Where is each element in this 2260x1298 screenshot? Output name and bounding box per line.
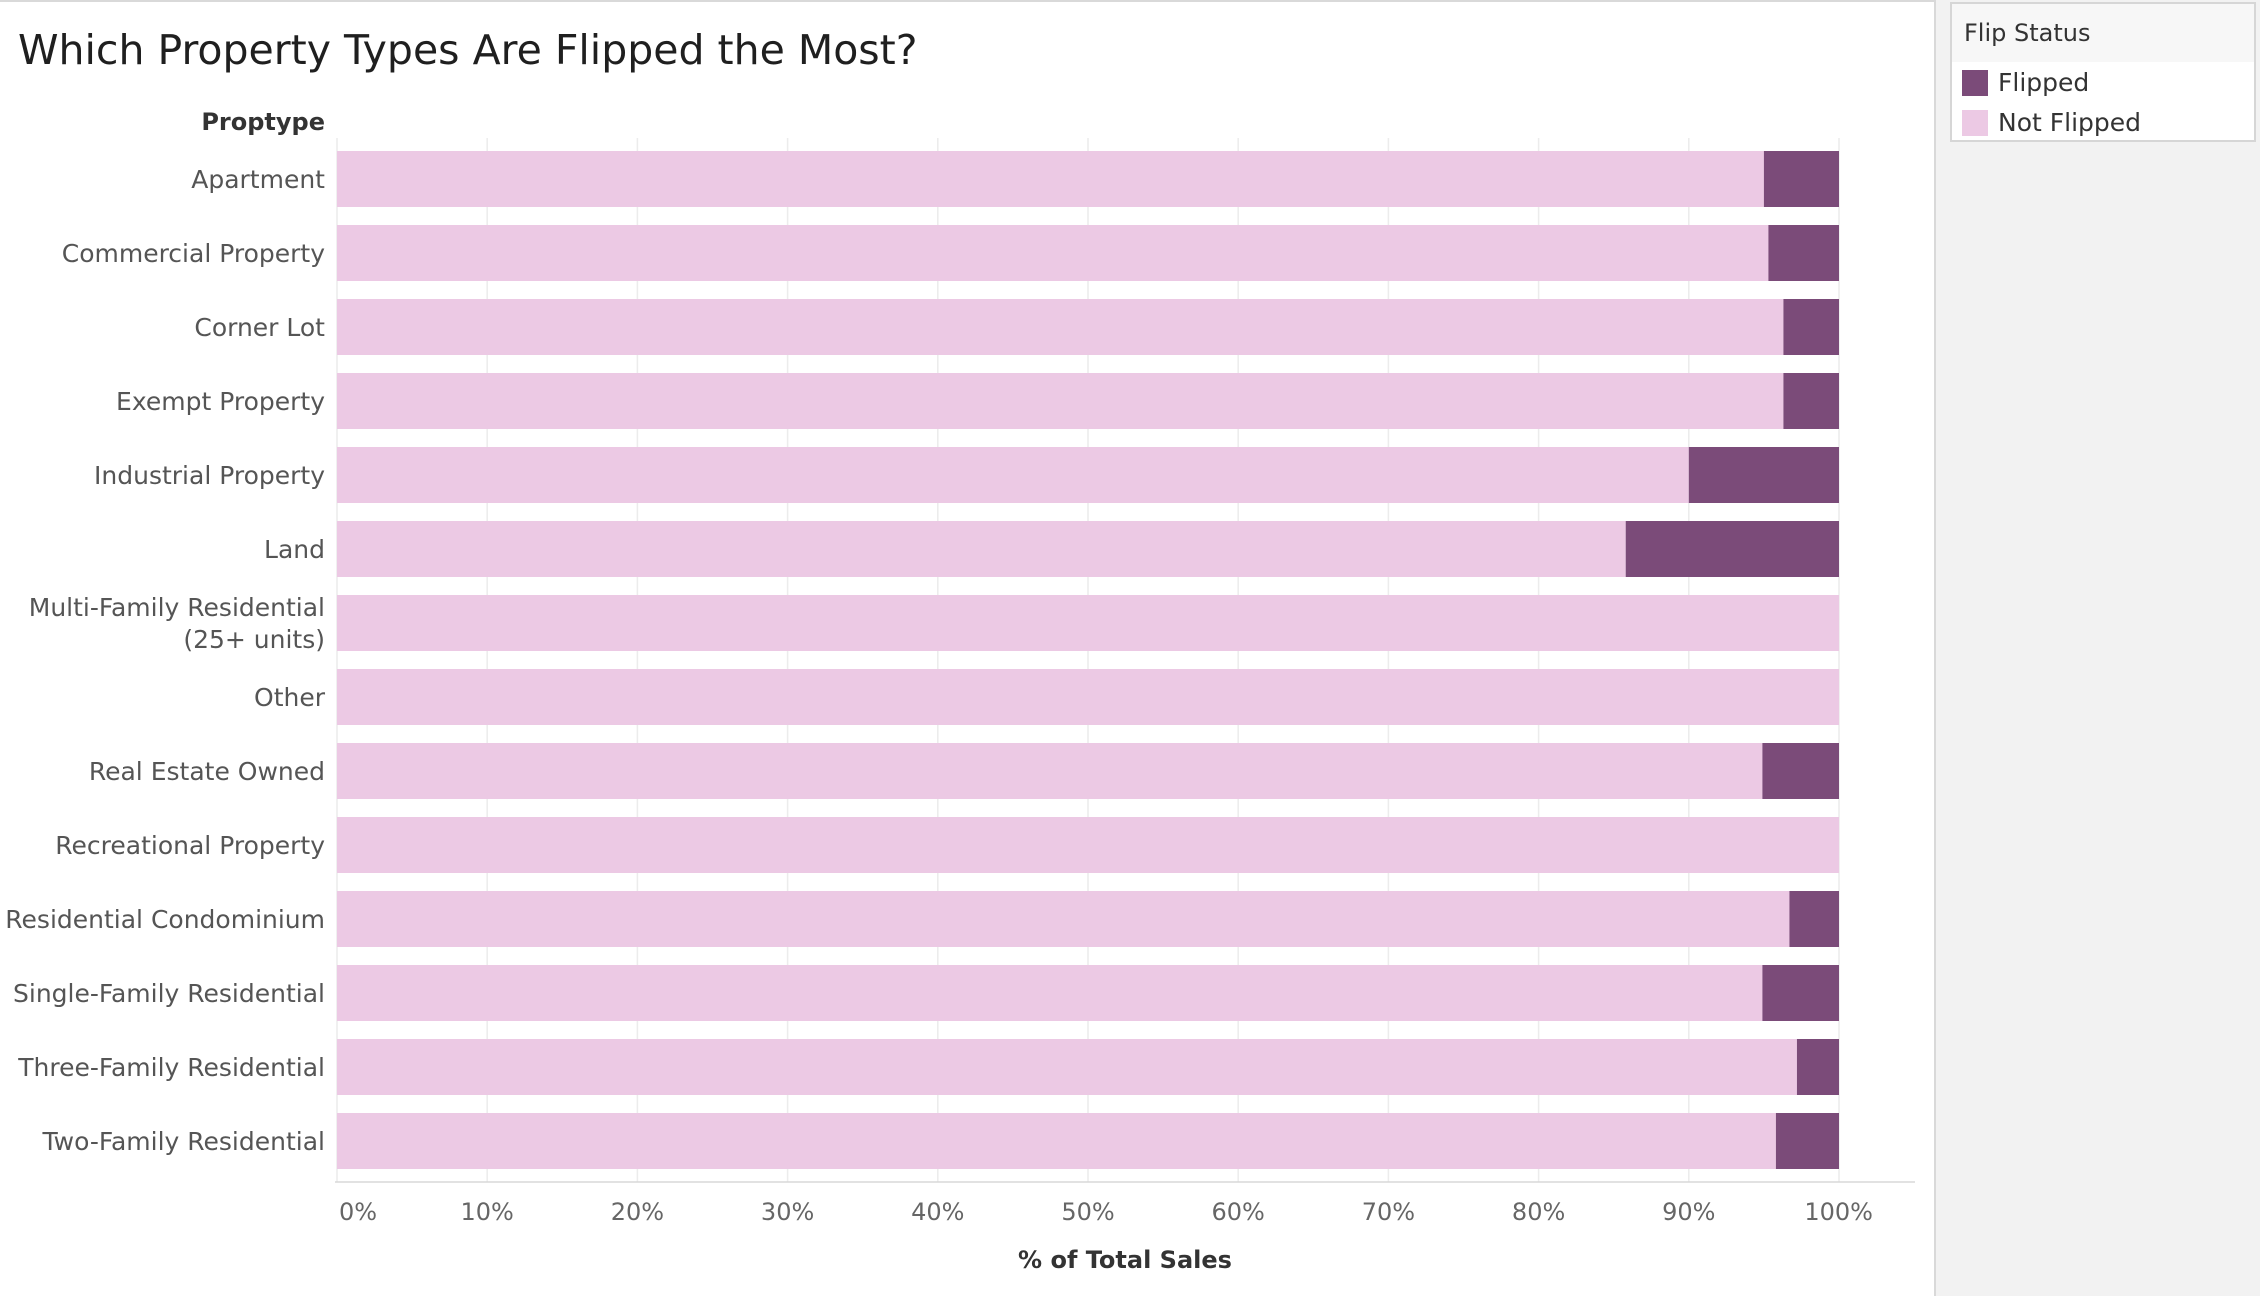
stacked-bar-chart: Proptype Apartment Commercial Property Corn… bbox=[5, 108, 1915, 1274]
row-header: Proptype bbox=[201, 108, 325, 136]
x-tick-label: 90% bbox=[1662, 1198, 1715, 1226]
legend-pane: Flip Status Flipped Not Flipped bbox=[1934, 0, 2260, 1296]
bar-not-flipped-other bbox=[337, 669, 1839, 725]
x-tick-label: 0% bbox=[339, 1198, 377, 1226]
bar-flipped-corner-lot bbox=[1783, 299, 1839, 355]
bar-not-flipped-corner-lot bbox=[337, 299, 1784, 355]
bar-not-flipped-land bbox=[337, 521, 1626, 577]
category-label: Industrial Property bbox=[94, 461, 325, 490]
category-label: Land bbox=[264, 535, 325, 564]
bar-flipped-apartment bbox=[1763, 151, 1839, 207]
category-label: Two-Family Residential bbox=[42, 1127, 325, 1156]
category-label: Residential Condominium bbox=[5, 905, 325, 934]
bar-flipped-industrial-property bbox=[1688, 447, 1839, 503]
x-tick-label: 100% bbox=[1804, 1198, 1873, 1226]
x-tick-label: 70% bbox=[1362, 1198, 1415, 1226]
category-label: Corner Lot bbox=[194, 313, 325, 342]
bar-not-flipped-two-family-residential bbox=[337, 1113, 1776, 1169]
category-label: Single-Family Residential bbox=[13, 979, 325, 1008]
bar-not-flipped-residential-condominium bbox=[337, 891, 1790, 947]
legend-title: Flip Status bbox=[1952, 4, 2254, 62]
bar-not-flipped-multi-family-residential-25-units bbox=[337, 595, 1839, 651]
bar-flipped-land bbox=[1625, 521, 1839, 577]
bar-not-flipped-industrial-property bbox=[337, 447, 1689, 503]
category-label: Multi-Family Residential bbox=[29, 593, 325, 622]
bar-not-flipped-three-family-residential bbox=[337, 1039, 1797, 1095]
bar-flipped-real-estate-owned bbox=[1762, 743, 1839, 799]
x-tick-label: 10% bbox=[461, 1198, 514, 1226]
x-tick-label: 80% bbox=[1512, 1198, 1565, 1226]
bar-flipped-single-family-residential bbox=[1762, 965, 1839, 1021]
x-tick-label: 60% bbox=[1212, 1198, 1265, 1226]
bar-flipped-exempt-property bbox=[1783, 373, 1839, 429]
x-axis-title: % of Total Sales bbox=[1018, 1246, 1232, 1274]
category-label: Exempt Property bbox=[116, 387, 325, 416]
x-tick-label: 50% bbox=[1061, 1198, 1114, 1226]
chart-title: Which Property Types Are Flipped the Mos… bbox=[18, 26, 918, 74]
bar-flipped-residential-condominium bbox=[1789, 891, 1839, 947]
bar-not-flipped-recreational-property bbox=[337, 817, 1839, 873]
category-label: (25+ units) bbox=[183, 625, 325, 654]
category-label: Other bbox=[254, 683, 326, 712]
bar-not-flipped-single-family-residential bbox=[337, 965, 1763, 1021]
legend-swatch-flipped bbox=[1962, 70, 1988, 96]
legend[interactable]: Flip Status Flipped Not Flipped bbox=[1950, 2, 2256, 142]
category-label: Three-Family Residential bbox=[17, 1053, 325, 1082]
legend-label-not-flipped: Not Flipped bbox=[1998, 108, 2142, 137]
x-tick-label: 30% bbox=[761, 1198, 814, 1226]
x-tick-label: 40% bbox=[911, 1198, 964, 1226]
chart-pane: Which Property Types Are Flipped the Mos… bbox=[0, 0, 1934, 1274]
bar-not-flipped-real-estate-owned bbox=[337, 743, 1763, 799]
x-tick-label: 20% bbox=[611, 1198, 664, 1226]
legend-label-flipped: Flipped bbox=[1998, 68, 2090, 97]
bar-not-flipped-apartment bbox=[337, 151, 1764, 207]
category-label: Real Estate Owned bbox=[89, 757, 325, 786]
category-label: Commercial Property bbox=[62, 239, 325, 268]
legend-swatch-not-flipped bbox=[1962, 110, 1988, 136]
bar-flipped-two-family-residential bbox=[1775, 1113, 1839, 1169]
bar-not-flipped-exempt-property bbox=[337, 373, 1784, 429]
bar-not-flipped-commercial-property bbox=[337, 225, 1769, 281]
category-label: Apartment bbox=[191, 165, 325, 194]
bar-flipped-commercial-property bbox=[1768, 225, 1839, 281]
category-label: Recreational Property bbox=[55, 831, 325, 860]
bar-flipped-three-family-residential bbox=[1796, 1039, 1839, 1095]
